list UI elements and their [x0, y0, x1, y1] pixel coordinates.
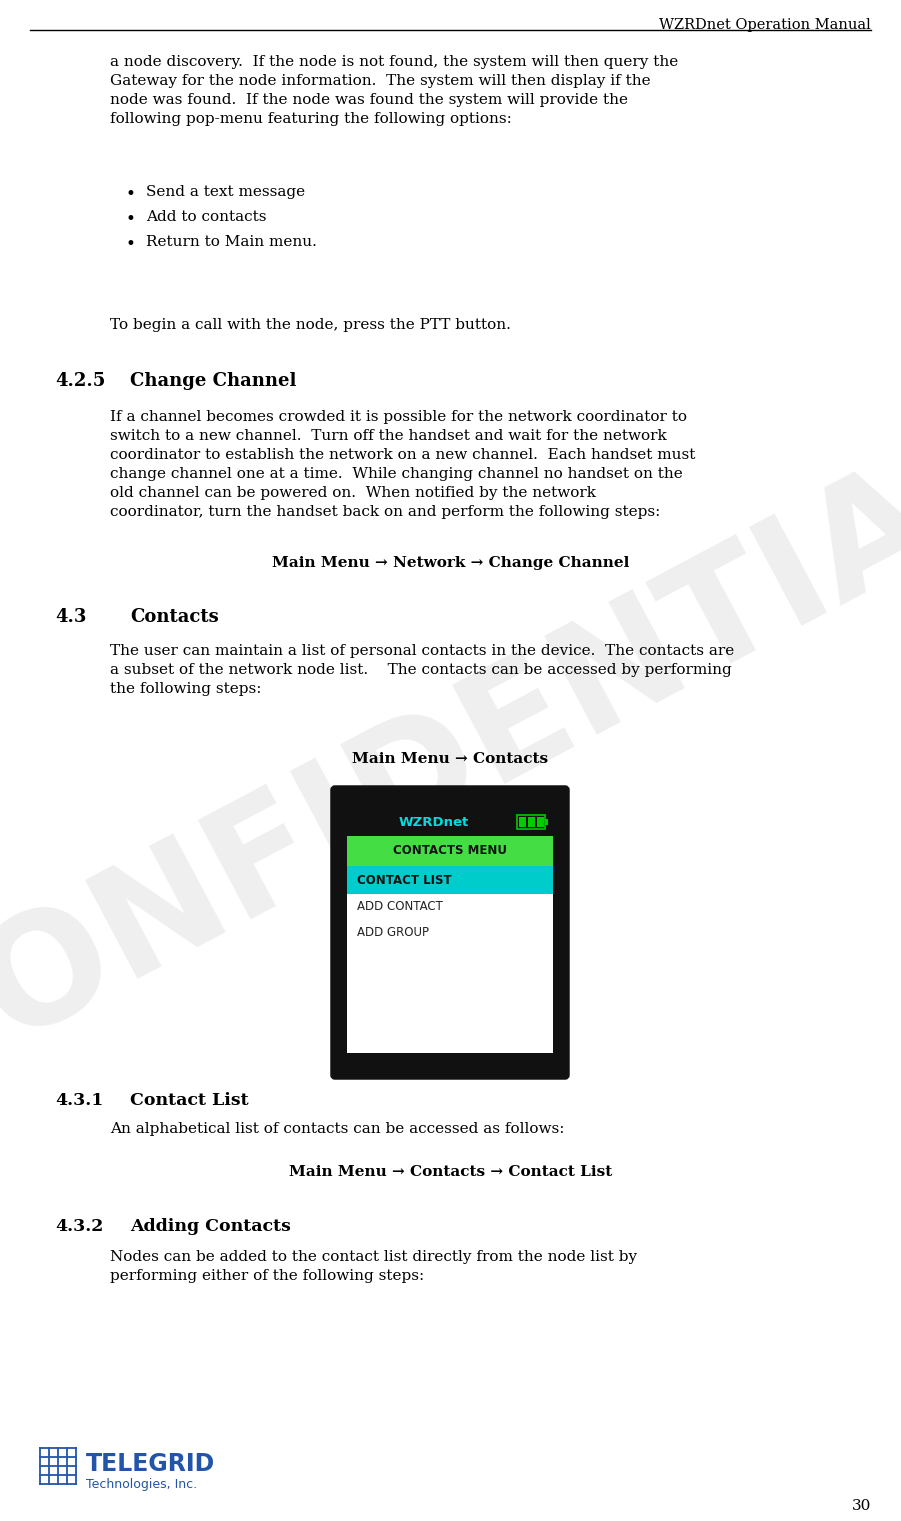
Text: old channel can be powered on.  When notified by the network: old channel can be powered on. When noti… [110, 487, 596, 500]
Text: To begin a call with the node, press the PTT button.: To begin a call with the node, press the… [110, 318, 511, 332]
Text: switch to a new channel.  Turn off the handset and wait for the network: switch to a new channel. Turn off the ha… [110, 429, 667, 443]
Text: Gateway for the node information.  The system will then display if the: Gateway for the node information. The sy… [110, 75, 651, 88]
Text: Main Menu → Network → Change Channel: Main Menu → Network → Change Channel [272, 557, 629, 570]
Text: performing either of the following steps:: performing either of the following steps… [110, 1269, 424, 1284]
Text: Adding Contacts: Adding Contacts [130, 1218, 291, 1235]
Text: Add to contacts: Add to contacts [146, 210, 267, 224]
Text: WZRDnet Operation Manual: WZRDnet Operation Manual [660, 18, 871, 32]
Text: the following steps:: the following steps: [110, 681, 261, 697]
Bar [537, 817, 544, 827]
Text: An alphabetical list of contacts can be accessed as follows:: An alphabetical list of contacts can be … [110, 1122, 565, 1136]
Text: a subset of the network node list.    The contacts can be accessed by performing: a subset of the network node list. The c… [110, 663, 732, 677]
Text: 4.3.1: 4.3.1 [55, 1092, 104, 1109]
Text: following pop-menu featuring the following options:: following pop-menu featuring the followi… [110, 113, 512, 126]
Text: Change Channel: Change Channel [130, 373, 296, 389]
Bar [347, 837, 553, 865]
Text: Main Menu → Contacts: Main Menu → Contacts [352, 751, 549, 767]
FancyBboxPatch shape [332, 786, 568, 1078]
Text: Contacts: Contacts [130, 608, 219, 627]
Bar [347, 808, 553, 1053]
Text: Contact List: Contact List [130, 1092, 249, 1109]
Text: Technologies, Inc.: Technologies, Inc. [86, 1478, 197, 1491]
Bar [347, 808, 553, 837]
Text: Send a text message: Send a text message [146, 186, 305, 199]
Text: 4.3.2: 4.3.2 [55, 1218, 104, 1235]
Text: Nodes can be added to the contact list directly from the node list by: Nodes can be added to the contact list d… [110, 1250, 637, 1264]
Text: 4.2.5: 4.2.5 [55, 373, 105, 389]
Text: The user can maintain a list of personal contacts in the device.  The contacts a: The user can maintain a list of personal… [110, 643, 734, 659]
Text: ADD CONTACT: ADD CONTACT [357, 900, 443, 914]
Text: node was found.  If the node was found the system will provide the: node was found. If the node was found th… [110, 93, 628, 106]
Text: TELEGRID: TELEGRID [86, 1453, 215, 1475]
Text: coordinator to establish the network on a new channel.  Each handset must: coordinator to establish the network on … [110, 449, 696, 462]
Text: Main Menu → Contacts → Contact List: Main Menu → Contacts → Contact List [289, 1165, 612, 1179]
Bar [517, 815, 545, 829]
Text: 30: 30 [851, 1500, 871, 1513]
Text: coordinator, turn the handset back on and perform the following steps:: coordinator, turn the handset back on an… [110, 505, 660, 519]
Text: 4.3: 4.3 [55, 608, 86, 627]
Text: •: • [125, 236, 135, 252]
Text: CONTACT LIST: CONTACT LIST [357, 873, 451, 887]
Text: CONFIDENTIAL: CONFIDENTIAL [0, 397, 901, 1124]
Text: WZRDnet: WZRDnet [398, 815, 469, 829]
Text: •: • [125, 186, 135, 202]
Bar [347, 865, 553, 894]
Text: change channel one at a time.  While changing channel no handset on the: change channel one at a time. While chan… [110, 467, 683, 481]
Text: •: • [125, 210, 135, 228]
Text: CONTACTS MENU: CONTACTS MENU [393, 844, 507, 858]
Bar [519, 817, 526, 827]
Bar [545, 818, 548, 824]
Text: Return to Main menu.: Return to Main menu. [146, 236, 317, 249]
Text: a node discovery.  If the node is not found, the system will then query the: a node discovery. If the node is not fou… [110, 55, 678, 68]
Text: ADD GROUP: ADD GROUP [357, 926, 429, 940]
Bar [528, 817, 535, 827]
Text: If a channel becomes crowded it is possible for the network coordinator to: If a channel becomes crowded it is possi… [110, 411, 687, 424]
